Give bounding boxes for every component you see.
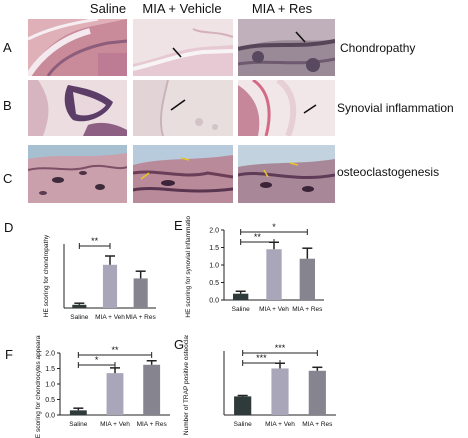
panel-letter-d: D	[4, 220, 13, 235]
micrograph-b-saline	[28, 80, 127, 136]
bar-mia-res	[133, 278, 148, 308]
bar-saline	[72, 304, 87, 308]
significance-stars: *	[95, 355, 99, 365]
row-letter-a: A	[3, 40, 12, 55]
bar-mia-res	[308, 370, 326, 415]
y-tick-label: 0.0	[209, 298, 219, 305]
micrograph-c-mia-res	[238, 145, 335, 203]
y-tick-label: 1.0	[45, 382, 55, 389]
y-tick-label: 2.0	[209, 228, 219, 235]
bar-mia-veh	[266, 249, 282, 300]
y-tick-label: 1.0	[209, 263, 219, 270]
y-tick-label: 1.5	[209, 245, 219, 252]
category-label-mia-res: MIA + Res	[292, 306, 323, 313]
significance-stars: *	[272, 222, 276, 232]
micrograph-b-mia-res	[238, 80, 335, 136]
category-label-mia-res: MIA + Res	[302, 421, 333, 428]
category-label-mia-veh: MIA + Veh	[265, 421, 295, 428]
bar-saline	[234, 396, 252, 415]
significance-stars: **	[91, 236, 99, 246]
y-tick-label: 2.0	[45, 351, 55, 358]
row-label-osteoclastogenesis: osteoclastogenesis	[337, 165, 440, 179]
panel-letter-f: F	[5, 347, 13, 362]
arrow-marker	[170, 99, 186, 111]
bar-mia-veh	[271, 368, 289, 415]
micrograph-c-saline	[28, 145, 127, 203]
arrow-marker	[263, 169, 269, 178]
chart-f: F 0.0 0.5 1.0 1.5 2.0 HE scoring for chondrocy…	[0, 335, 190, 438]
category-label-saline: Saline	[234, 421, 252, 428]
significance-stars: ***	[275, 343, 286, 353]
arrow-marker	[303, 104, 317, 114]
y-tick-label: 0.0	[45, 413, 55, 420]
y-tick-label: 0.5	[45, 397, 55, 404]
column-title-mia-res: MIA + Res	[251, 1, 313, 16]
y-axis-label: HE scoring for chondropathy	[43, 234, 50, 317]
category-label-mia-veh: MIA + Veh	[259, 306, 289, 313]
micrograph-a-saline	[28, 19, 127, 76]
panel-letter-g: G	[174, 337, 184, 352]
chart-d: D HE scoring for chondropathy Saline MIA + …	[0, 216, 170, 326]
chart-g: G Number of TRAP positive osteoclast Salin…	[170, 335, 360, 438]
micrograph-b-mia-vehicle	[133, 80, 233, 136]
significance-stars: **	[254, 232, 262, 242]
row-label-synovial-inflammation: Synovial inflammation	[337, 101, 454, 115]
bar-mia-veh	[102, 264, 118, 308]
y-tick-label: 1.5	[45, 366, 55, 373]
significance-stars: ***	[256, 353, 267, 363]
arrow-marker	[140, 172, 150, 180]
y-axis-label: Number of TRAP positive osteoclast	[183, 335, 190, 435]
micrograph-c-mia-vehicle	[133, 145, 233, 203]
arrow-marker	[180, 157, 190, 161]
category-label-mia-veh: MIA + Veh	[95, 314, 125, 321]
category-label-saline: Saline	[69, 421, 87, 428]
row-letter-c: C	[3, 171, 13, 186]
bar-saline	[69, 410, 87, 415]
row-letter-b: B	[3, 98, 12, 113]
category-label-saline: Saline	[232, 306, 250, 313]
category-label-mia-veh: MIA + Veh	[100, 421, 130, 428]
micrograph-a-mia-res	[238, 19, 335, 76]
y-axis-label: HE scoring for chondrocytes appearance	[35, 335, 42, 438]
category-label-saline: Saline	[70, 314, 88, 321]
bar-mia-res	[299, 258, 315, 300]
column-title-mia-vehicle: MIA + Vehicle	[142, 1, 222, 16]
micrograph-a-mia-vehicle	[133, 19, 233, 76]
arrow-marker	[295, 31, 306, 43]
column-title-saline: Saline	[89, 1, 127, 16]
category-label-mia-res: MIA + Res	[126, 314, 157, 321]
bar-mia-res	[143, 364, 161, 415]
y-axis-label: HE scoring for synovial inflammation	[185, 216, 192, 318]
y-tick-label: 0.5	[209, 280, 219, 287]
chart-e: E 0.0 0.5 1.0 1.5 2.0 HE scoring for synovial …	[170, 216, 360, 326]
arrow-marker	[289, 162, 299, 166]
panel-letter-e: E	[174, 218, 183, 233]
row-label-chondropathy: Chondropathy	[340, 41, 416, 55]
significance-stars: **	[111, 345, 119, 355]
category-label-mia-res: MIA + Res	[137, 421, 168, 428]
bar-mia-veh	[106, 373, 124, 415]
bar-saline	[233, 293, 249, 300]
arrow-marker	[172, 47, 182, 58]
